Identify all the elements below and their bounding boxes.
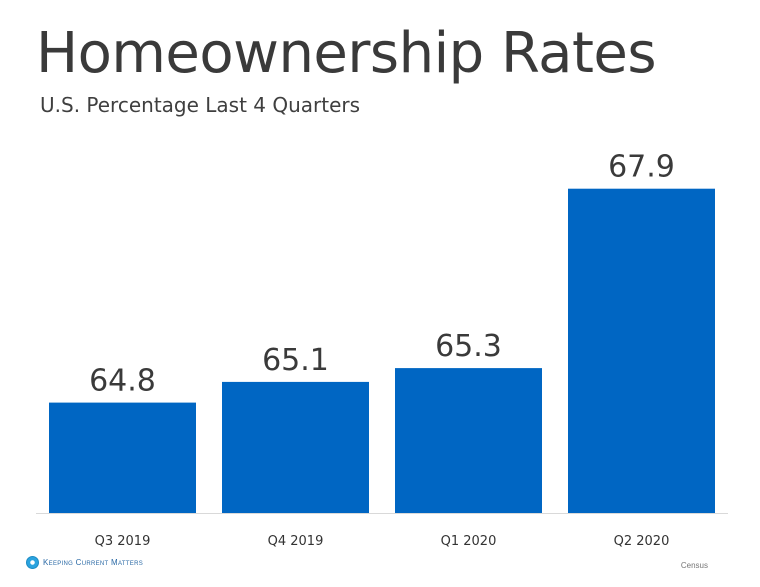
bar-q1-2020 bbox=[395, 368, 542, 513]
kcm-logo-text: Keeping Current Matters bbox=[43, 557, 144, 567]
data-label: 65.3 bbox=[435, 329, 502, 364]
x-tick-label: Q1 2020 bbox=[441, 534, 497, 549]
data-label: 64.8 bbox=[89, 364, 156, 399]
bar-q2-2020 bbox=[568, 188, 715, 513]
data-label: 67.9 bbox=[608, 150, 675, 185]
bar-q4-2019 bbox=[222, 381, 369, 513]
bar-q3-2019 bbox=[49, 402, 196, 513]
kcm-logo-icon bbox=[26, 555, 39, 569]
chart-subtitle: U.S. Percentage Last 4 Quarters bbox=[40, 93, 361, 117]
source-label: Census bbox=[680, 561, 708, 570]
x-tick-label: Q4 2019 bbox=[268, 534, 324, 549]
x-tick-label: Q3 2019 bbox=[95, 534, 151, 549]
x-tick-label: Q2 2020 bbox=[614, 534, 670, 549]
kcm-logo: Keeping Current Matters bbox=[26, 554, 143, 570]
chart-title: Homeownership Rates bbox=[36, 21, 657, 86]
data-label: 65.1 bbox=[262, 343, 329, 378]
